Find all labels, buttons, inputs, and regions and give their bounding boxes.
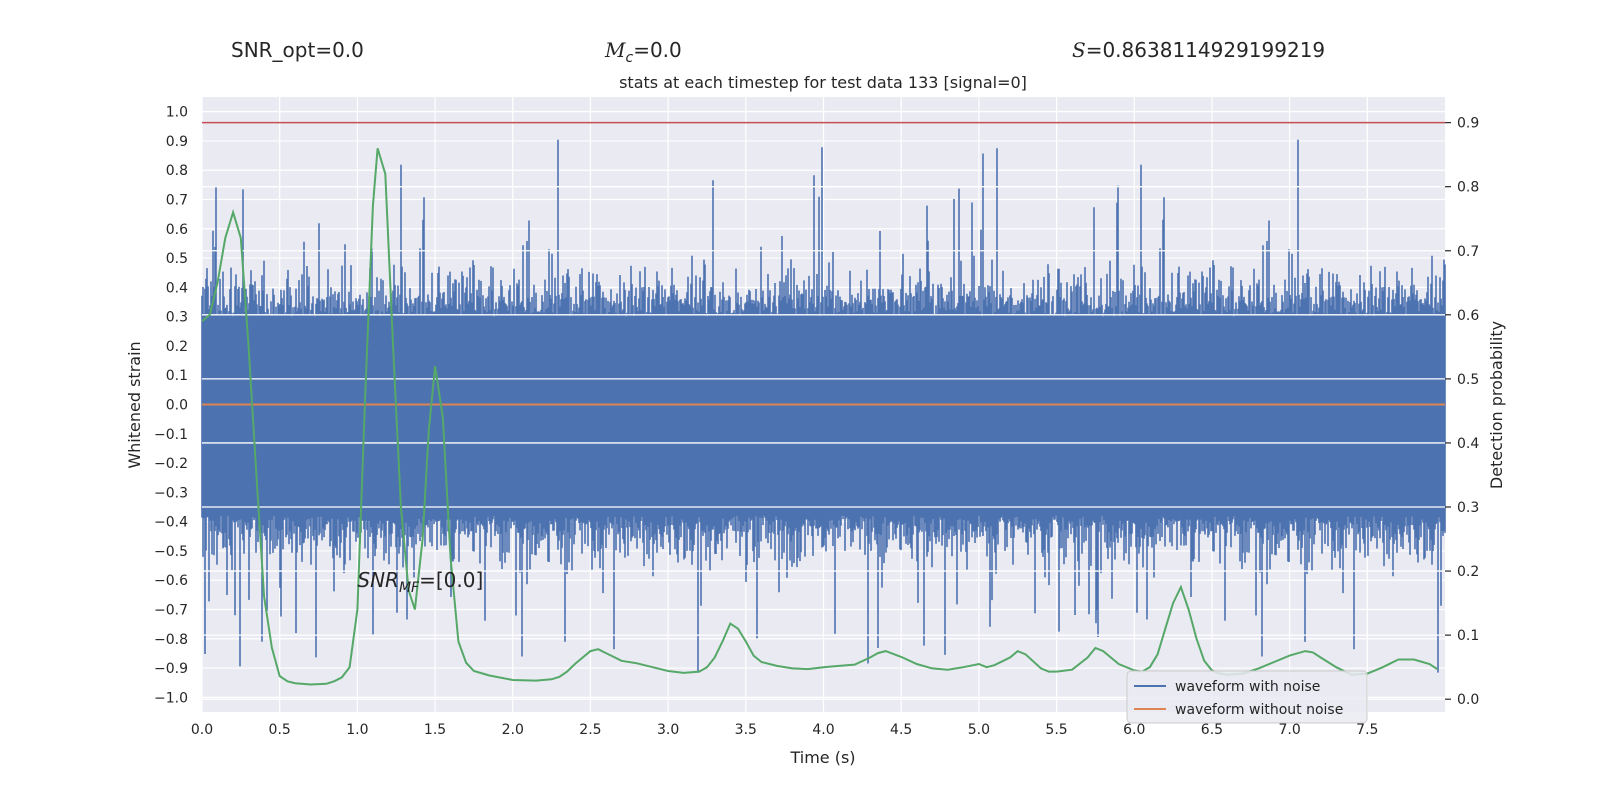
y2-tick-label: 0.7 xyxy=(1457,244,1479,260)
y2-tick-label: 0.1 xyxy=(1457,628,1479,644)
chart-title: stats at each timestep for test data 133… xyxy=(619,73,1027,92)
y-tick-label: −0.9 xyxy=(154,661,188,677)
chirp-mass-value: =0.0 xyxy=(633,38,682,62)
y2-tick-label: 0.2 xyxy=(1457,564,1479,580)
chirp-mass-subscript: c xyxy=(625,50,634,66)
legend-box xyxy=(1126,670,1368,724)
x-tick-label: 0.5 xyxy=(269,722,291,738)
y-tick-label: 0.3 xyxy=(166,310,188,326)
y-tick-label: 0.5 xyxy=(166,251,188,267)
y2-tick-label: 0.8 xyxy=(1457,180,1479,196)
series-waveform-with-noise xyxy=(201,139,1446,673)
snr-mf-annotation: SNRMF=[0.0] xyxy=(357,568,483,596)
s-score-value: =0.8638114929199219 xyxy=(1085,38,1326,62)
chirp-mass-label: Mc=0.0 xyxy=(605,38,682,66)
x-tick-label: 2.5 xyxy=(579,722,601,738)
y2-tick-label: 0.9 xyxy=(1457,116,1479,132)
legend: waveform with noise waveform without nois… xyxy=(1126,670,1368,724)
x-tick-label: 1.5 xyxy=(424,722,446,738)
x-tick-label: 1.0 xyxy=(346,722,368,738)
y2-tick-label: 0.4 xyxy=(1457,436,1479,452)
y-tick-label: 0.4 xyxy=(166,280,188,296)
x-tick-label: 5.5 xyxy=(1045,722,1067,738)
y-tick-label: 0.6 xyxy=(166,222,188,238)
x-tick-label: 4.5 xyxy=(890,722,912,738)
y-tick-label: −0.3 xyxy=(154,485,188,501)
y-tick-label: 0.7 xyxy=(166,193,188,209)
x-tick-label: 2.0 xyxy=(502,722,524,738)
y-tick-label: −0.7 xyxy=(154,603,188,619)
y-tick-label: 0.1 xyxy=(166,368,188,384)
y-tick-label: −1.0 xyxy=(154,690,188,706)
y-tick-label: −0.8 xyxy=(154,632,188,648)
x-tick-label: 0.0 xyxy=(191,722,213,738)
y-axis-label: Whitened strain xyxy=(125,341,144,468)
y-tick-label: −0.2 xyxy=(154,456,188,472)
y2-tick-label: 0.3 xyxy=(1457,500,1479,516)
x-tick-label: 3.0 xyxy=(657,722,679,738)
legend-label: waveform without noise xyxy=(1175,702,1343,718)
x-tick-label: 7.0 xyxy=(1278,722,1300,738)
x-axis-label: Time (s) xyxy=(789,748,855,767)
axes-layer: 0.0 0.5 1.0 1.5 2.0 2.5 3.0 3.5 4.0 4.5 5.0 5.5 6.0 6… xyxy=(154,105,1479,738)
y-tick-label: 0.8 xyxy=(166,163,188,179)
y-tick-label: −0.1 xyxy=(154,427,188,443)
series-layer xyxy=(201,121,1445,700)
x-tick-label: 7.5 xyxy=(1356,722,1378,738)
snr-opt-label: SNR_opt=0.0 xyxy=(231,38,364,62)
snr-mf-subscript: MF xyxy=(399,580,420,596)
s-score-label: S=0.8638114929199219 xyxy=(1072,38,1325,62)
legend-label: waveform with noise xyxy=(1175,679,1320,695)
s-score-symbol: S xyxy=(1072,38,1086,62)
y-tick-label: 0.9 xyxy=(166,134,188,150)
noisy-waveform-core xyxy=(202,322,1445,510)
y2-axis-label: Detection probability xyxy=(1487,321,1506,489)
y-tick-label: −0.5 xyxy=(154,544,188,560)
y2-tick-label: 0.6 xyxy=(1457,308,1479,324)
y2-tick-label: 0.5 xyxy=(1457,372,1479,388)
snr-mf-base: SNR xyxy=(357,568,399,592)
snr-mf-value: =[0.0] xyxy=(419,568,483,592)
y-tick-label: 0.0 xyxy=(166,398,188,414)
x-tick-label: 4.0 xyxy=(812,722,834,738)
y-tick-label: −0.6 xyxy=(154,573,188,589)
x-tick-label: 5.0 xyxy=(968,722,990,738)
y-tick-label: −0.4 xyxy=(154,515,188,531)
detection-probability-line xyxy=(201,148,1438,686)
x-tick-label: 3.5 xyxy=(735,722,757,738)
y-tick-label: 1.0 xyxy=(166,105,188,121)
y-tick-label: 0.2 xyxy=(166,339,188,355)
snr-mf-text: SNRMF=[0.0] xyxy=(357,568,483,596)
y2-tick-label: 0.0 xyxy=(1457,692,1479,708)
chirp-mass-symbol: M xyxy=(605,38,626,62)
x-tick-label: 6.0 xyxy=(1123,722,1145,738)
x-tick-label: 6.5 xyxy=(1201,722,1223,738)
